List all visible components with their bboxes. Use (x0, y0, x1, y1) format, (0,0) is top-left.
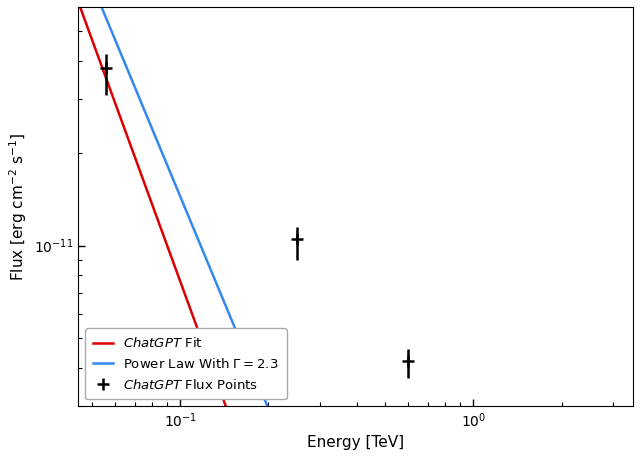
X-axis label: Energy [TeV]: Energy [TeV] (307, 435, 404, 450)
Legend: $\it{ChatGPT}$ Fit, Power Law With $\Gamma = 2.3$, $\it{ChatGPT}$ Flux Points: $\it{ChatGPT}$ Fit, Power Law With $\Gam… (85, 329, 287, 399)
$\it{ChatGPT}$ Fit (76, 5, 84, 10)
$\it{ChatGPT}$ Fit (75, 0, 83, 5)
Line: Power Law With $\Gamma = 2.3$: Power Law With $\Gamma = 2.3$ (79, 0, 633, 457)
Line: $\it{ChatGPT}$ Fit: $\it{ChatGPT}$ Fit (79, 2, 633, 457)
Y-axis label: Flux [erg cm$^{-2}$ s$^{-1}$]: Flux [erg cm$^{-2}$ s$^{-1}$] (7, 133, 29, 281)
